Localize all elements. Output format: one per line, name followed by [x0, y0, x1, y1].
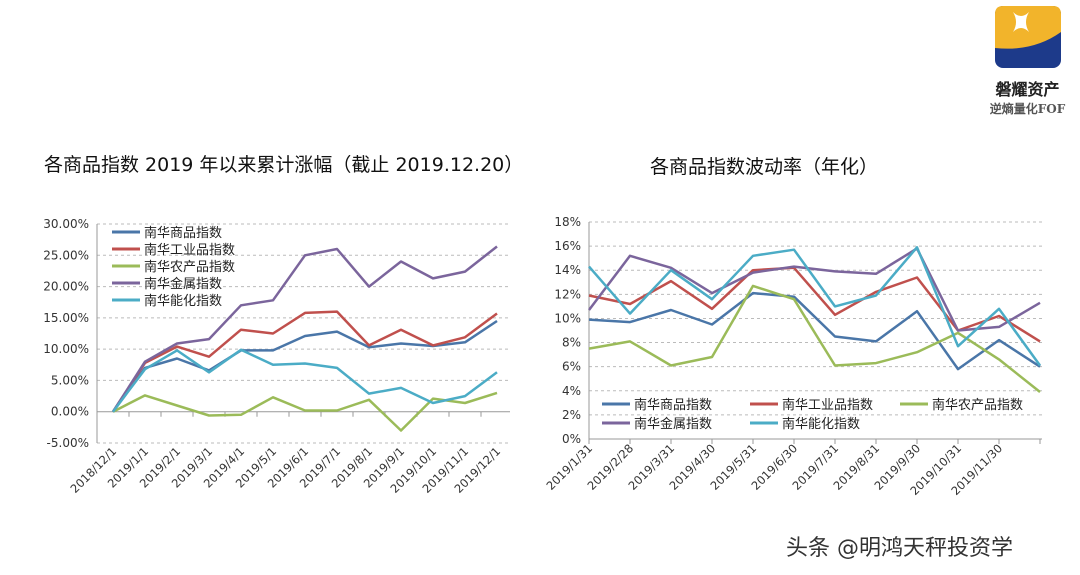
y-tick-label: 2%: [562, 408, 581, 422]
chart-title-cumulative: 各商品指数 2019 年以来累计涨幅（截止 2019.12.20）: [44, 154, 524, 176]
y-tick-label: 18%: [554, 215, 581, 229]
legend-label: 南华能化指数: [144, 293, 222, 309]
series-line-4: [588, 246, 1042, 367]
logo: 磐耀资产 逆熵量化FOF: [985, 4, 1070, 117]
legend-label: 南华农产品指数: [932, 397, 1023, 413]
legend-label: 南华金属指数: [634, 416, 712, 432]
legend-label: 南华商品指数: [144, 225, 222, 241]
y-tick-label: 14%: [554, 263, 581, 277]
y-tick-label: 5.00%: [51, 373, 89, 387]
chart-title-volatility: 各商品指数波动率（年化）: [650, 156, 879, 178]
series-line-0: [588, 291, 1041, 371]
y-tick-label: -5.00%: [47, 436, 89, 450]
legend-label: 南华工业品指数: [144, 242, 235, 258]
legend-label: 南华工业品指数: [782, 397, 873, 413]
series-line-1: [588, 266, 1041, 343]
legend-label: 南华能化指数: [782, 416, 860, 432]
logo-mark-icon: [994, 6, 1061, 68]
y-tick-label: 12%: [554, 287, 581, 301]
watermark: 头条 @明鸿天秤投资学: [786, 536, 1013, 561]
y-tick-label: 0%: [562, 432, 581, 446]
y-tick-label: 25.00%: [43, 248, 89, 262]
y-tick-label: 15.00%: [43, 311, 89, 325]
y-tick-label: 8%: [562, 336, 581, 350]
series-line-2: [588, 284, 1041, 393]
y-tick-label: 4%: [562, 384, 581, 398]
y-tick-label: 30.00%: [43, 217, 89, 231]
y-tick-label: 6%: [562, 360, 581, 374]
series-line-0: [111, 319, 498, 413]
y-tick-label: 20.00%: [43, 280, 89, 294]
logo-slogan: 逆熵量化FOF: [989, 102, 1066, 116]
y-tick-label: 10.00%: [43, 342, 89, 356]
y-tick-label: 16%: [554, 239, 581, 253]
legend-label: 南华农产品指数: [144, 259, 235, 275]
y-tick-label: 10%: [554, 311, 581, 325]
logo-name: 磐耀资产: [995, 80, 1060, 99]
y-tick-label: 0.00%: [51, 405, 89, 419]
series-line-3: [588, 247, 1041, 332]
legend-label: 南华金属指数: [144, 276, 222, 292]
legend-label: 南华商品指数: [634, 397, 712, 413]
